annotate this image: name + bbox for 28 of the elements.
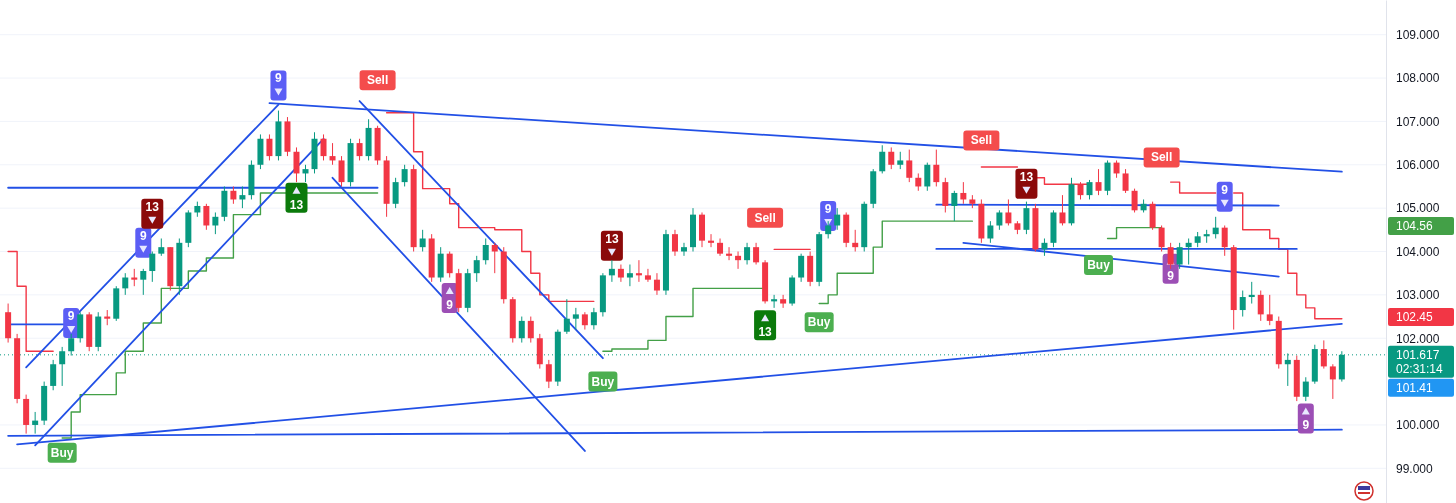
y-tick-label: 99.000 [1396, 461, 1434, 476]
y-tick-label: 102.000 [1396, 331, 1440, 346]
y-tick-label: 108.000 [1396, 71, 1440, 86]
text: 02:31:14 [1396, 361, 1444, 376]
text: 13 [758, 325, 772, 340]
y-tick-label: 109.000 [1396, 28, 1440, 43]
series-label: 9 [67, 309, 75, 324]
series-label: 9 [446, 297, 454, 312]
text: 9 [824, 201, 832, 216]
text: 13 [1019, 169, 1034, 184]
y-tick-label: 104.000 [1396, 244, 1440, 259]
text: 9 [139, 228, 147, 243]
text: 101.41 [1396, 380, 1434, 395]
text: 9 [275, 71, 282, 86]
text: 9 [1302, 418, 1310, 433]
y-tick-label: 105.000 [1396, 201, 1440, 216]
text: 13 [605, 231, 619, 246]
text: 9 [1167, 268, 1174, 283]
y-tick-label: 107.000 [1396, 114, 1440, 129]
series-label: 13 [145, 199, 160, 214]
series-label: 13 [289, 197, 304, 212]
ref-line-label: 101.617 [1396, 347, 1440, 362]
text: 9 [1221, 182, 1229, 197]
y-tick-label: 100.000 [1396, 418, 1440, 433]
text: 104.56 [1396, 219, 1434, 233]
text: 102.45 [1396, 310, 1434, 324]
y-tick-label: 103.000 [1396, 288, 1440, 303]
y-tick-label: 106.000 [1396, 158, 1440, 173]
